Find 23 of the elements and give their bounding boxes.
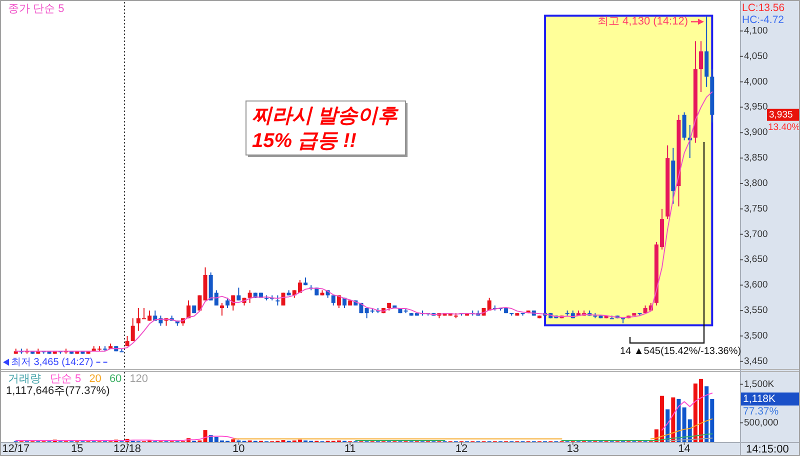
y-tick-label: 4,050 [744,50,768,62]
y-tick-label: 3,500 [744,330,768,342]
annotation: 최고 4,130 (14:12) [598,16,688,28]
annotation: 최저 3,465 (14:27) [11,356,94,368]
text: LC:13.56 [742,2,785,14]
y-tick-label: 3,900 [744,127,768,138]
y-tick-label: 3,800 [744,178,768,189]
y-tick-label: 3,650 [744,254,768,266]
annotation: 찌라시 발송이후 15% 급등 !! [252,105,400,152]
y-tick-label: 3,850 [744,152,768,164]
text: HC:-4.72 [742,14,784,26]
y-tick-label: 3,450 [744,356,768,367]
y-tick-label: 3,950 [744,102,768,113]
text: 13.40% [768,122,800,133]
y-tick-label: 3,600 [744,280,768,291]
y-tick-label: 4,000 [744,76,768,88]
text: 종가 단순 5 [8,3,64,15]
y-tick-label: 3,750 [744,203,768,214]
text: 3,935 [769,109,793,120]
y-tick-label: 4,100 [744,25,768,36]
y-tick-label: 3,700 [744,228,768,240]
annotation: 14 ▲545(15.42%/-13.36%) [620,346,742,357]
y-tick-label: 3,550 [744,305,768,316]
